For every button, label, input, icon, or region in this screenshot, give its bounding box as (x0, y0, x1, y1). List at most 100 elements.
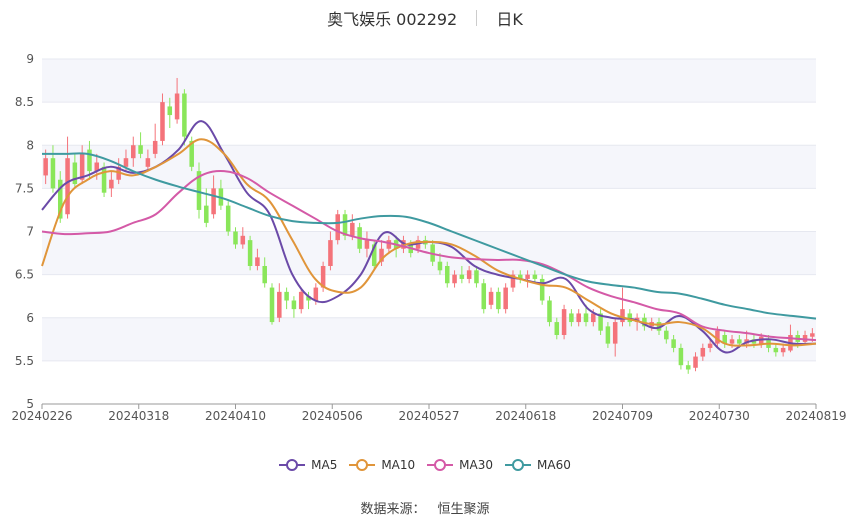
candle (664, 326, 669, 344)
period-tab[interactable]: 日K (496, 10, 523, 29)
ma-line-ma60 (42, 152, 817, 320)
candle (693, 352, 698, 372)
legend-marker-icon (279, 459, 306, 471)
y-tick-label: 8 (26, 138, 34, 152)
x-tick-label: 20240506 (302, 409, 363, 423)
candle (225, 201, 231, 236)
candle (437, 253, 443, 275)
candle-body (233, 231, 238, 245)
candle-body (707, 343, 713, 348)
candle (671, 335, 676, 353)
legend-item-ma5[interactable]: MA5 (279, 458, 337, 472)
ma-line-ma30 (41, 170, 817, 342)
plot-background (42, 59, 816, 361)
candle-body (729, 339, 735, 344)
candle (262, 257, 267, 288)
candle (539, 274, 545, 305)
candle-body (656, 322, 662, 331)
candle-body (474, 270, 479, 284)
candle (678, 343, 684, 370)
candle-body (298, 291, 304, 310)
candle-body (554, 322, 560, 335)
candle-body (196, 171, 202, 210)
candle-body (481, 283, 487, 310)
candle-body (612, 322, 618, 344)
source-value: 恒生聚源 (437, 502, 490, 517)
x-axis: 20240226 20240318 20240410 20240506 20240527… (11, 403, 847, 423)
candle-body (320, 266, 326, 288)
candle-body (328, 240, 333, 266)
candle-body (678, 347, 684, 366)
candle-body (145, 158, 151, 167)
ma-line-ma10 (41, 138, 817, 347)
candle-body (620, 309, 625, 323)
legend-item-ma10[interactable]: MA10 (349, 458, 415, 472)
candle-body (364, 240, 370, 249)
candle (233, 227, 238, 249)
candle-body (123, 158, 129, 167)
candle-body (189, 140, 194, 167)
candle (182, 89, 187, 146)
candle (335, 209, 340, 245)
candle (496, 287, 501, 314)
y-tick-label: 9 (26, 52, 34, 66)
candle-body (101, 166, 107, 193)
candle (554, 317, 560, 340)
y-tick-label: 6.5 (15, 268, 34, 282)
candle-body (57, 179, 63, 219)
candle-body (50, 158, 56, 189)
candle (196, 162, 202, 219)
candle (240, 227, 246, 249)
source-label: 数据来源： (360, 502, 426, 517)
candle (72, 153, 78, 189)
candle (247, 235, 253, 271)
candle (211, 175, 216, 219)
candle-body (510, 274, 516, 288)
candle-body (94, 162, 100, 172)
candle (466, 266, 472, 284)
candle (503, 283, 508, 314)
candle-body (627, 313, 633, 323)
candle-body (269, 287, 275, 323)
candle (583, 304, 589, 327)
candle (328, 231, 333, 271)
candle-body (444, 266, 450, 284)
candle-body (576, 313, 581, 323)
candle (576, 309, 581, 327)
grid-band (42, 317, 816, 361)
legend-label: MA60 (537, 458, 571, 472)
candle-body (671, 339, 676, 348)
candle-body (43, 158, 48, 176)
legend: MA5 MA10 MA30 MA60 (0, 458, 850, 475)
candle-body (152, 140, 158, 154)
candle (43, 149, 48, 185)
candle-body (160, 102, 165, 141)
candle (532, 270, 538, 284)
candle-body (72, 162, 78, 185)
x-tick-label: 20240819 (785, 409, 846, 423)
candle (569, 309, 574, 327)
candle-body (247, 240, 253, 266)
candle-body (255, 257, 260, 266)
candle (160, 93, 165, 146)
candle (145, 149, 151, 172)
legend-item-ma60[interactable]: MA60 (505, 458, 571, 472)
candle-body (204, 205, 209, 223)
candle (109, 171, 114, 197)
candle-body (466, 270, 472, 279)
candle-body (313, 287, 319, 301)
candle-body (342, 214, 348, 236)
candle-body (488, 291, 494, 305)
candle (138, 132, 143, 159)
legend-label: MA10 (381, 458, 416, 472)
candle (444, 261, 450, 288)
candle-body (379, 248, 384, 262)
candle (152, 123, 158, 159)
candle-body (167, 106, 173, 116)
candle-body (350, 222, 355, 236)
legend-item-ma30[interactable]: MA30 (427, 458, 493, 472)
candle-body (737, 339, 742, 344)
legend-marker-icon (349, 459, 376, 471)
candle (298, 287, 304, 314)
